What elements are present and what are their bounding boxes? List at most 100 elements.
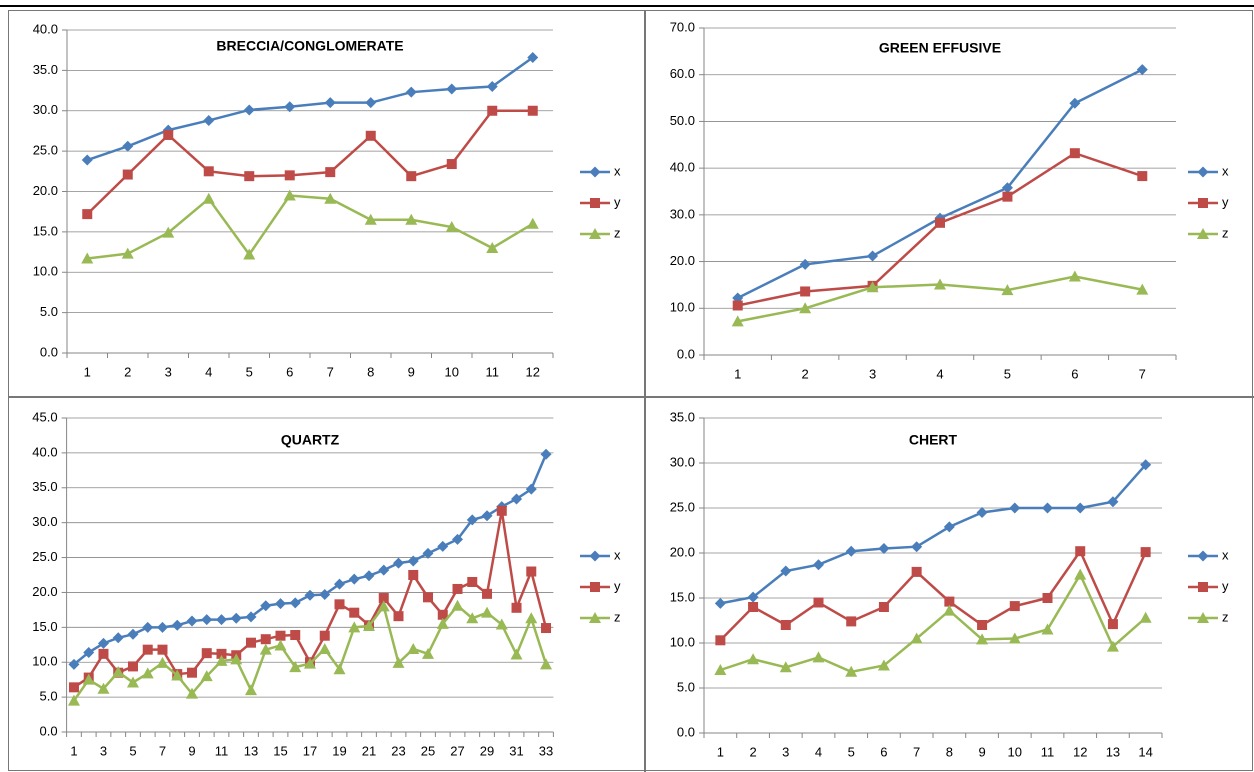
- point: [245, 637, 256, 648]
- x-tick-label: 1: [734, 366, 741, 381]
- point: [377, 600, 390, 612]
- point: [482, 588, 493, 599]
- point: [1074, 502, 1086, 514]
- point: [436, 617, 449, 629]
- legend-label: y: [1222, 194, 1229, 209]
- y-tick-label: 35.0: [32, 479, 57, 494]
- point: [82, 673, 95, 685]
- y-tick-label: 15.0: [670, 589, 695, 604]
- point: [467, 576, 478, 587]
- point: [422, 647, 435, 659]
- point: [943, 521, 955, 533]
- point: [289, 597, 301, 609]
- point: [283, 189, 296, 201]
- point: [466, 514, 478, 526]
- point: [112, 632, 124, 644]
- x-tick-label: 7: [1139, 366, 1146, 381]
- point: [1139, 611, 1152, 623]
- point: [943, 604, 956, 616]
- point: [525, 612, 538, 624]
- legend-label: x: [614, 547, 621, 562]
- point: [486, 81, 498, 93]
- legend-marker: [590, 582, 600, 592]
- x-tick-label: 8: [946, 744, 953, 759]
- point: [1107, 619, 1118, 630]
- point: [121, 247, 134, 259]
- point: [68, 658, 80, 670]
- point: [525, 483, 537, 495]
- point: [142, 644, 153, 655]
- point: [877, 659, 890, 671]
- point: [245, 611, 257, 623]
- point: [911, 566, 922, 577]
- point: [437, 540, 449, 552]
- point: [215, 614, 227, 626]
- legend-marker: [1197, 550, 1209, 562]
- point: [452, 583, 463, 594]
- point: [318, 642, 331, 654]
- point: [1009, 502, 1021, 514]
- y-tick-label: 20.0: [670, 253, 695, 268]
- point: [780, 620, 791, 630]
- point: [1107, 496, 1119, 508]
- point: [260, 634, 271, 645]
- point: [405, 213, 418, 225]
- y-tick-label: 30.0: [32, 514, 57, 529]
- y-tick-label: 10.0: [670, 300, 695, 315]
- point: [934, 278, 946, 290]
- y-tick-label: 15.0: [32, 619, 57, 634]
- chart-title: BRECCIA/CONGLOMERATE: [216, 38, 403, 54]
- x-tick-label: 11: [1041, 744, 1055, 759]
- legend-marker: [589, 166, 601, 178]
- point: [274, 639, 287, 651]
- point: [157, 644, 168, 655]
- point: [319, 630, 330, 641]
- point: [259, 643, 272, 655]
- legend-marker: [590, 198, 600, 208]
- y-tick-label: 5.0: [677, 679, 695, 694]
- point: [284, 101, 296, 113]
- legend-label: x: [614, 163, 621, 178]
- y-tick-label: 10.0: [32, 654, 57, 669]
- y-tick-label: 20.0: [670, 544, 695, 559]
- x-tick-label: 10: [445, 364, 459, 379]
- point: [1001, 182, 1013, 194]
- point: [290, 630, 301, 641]
- point: [200, 670, 213, 682]
- point: [408, 570, 419, 580]
- point: [714, 597, 726, 609]
- point: [423, 592, 434, 603]
- point: [325, 167, 336, 178]
- point: [378, 593, 389, 604]
- x-tick-label: 6: [286, 364, 293, 379]
- point: [540, 658, 553, 670]
- y-tick-label: 20.0: [32, 584, 57, 599]
- y-tick-label: 60.0: [670, 66, 695, 81]
- point: [976, 633, 989, 645]
- point: [186, 615, 198, 627]
- point: [202, 192, 215, 204]
- point: [141, 667, 154, 679]
- point: [407, 555, 419, 567]
- point: [813, 597, 824, 608]
- y-tick-label: 0.0: [677, 724, 695, 739]
- point: [780, 565, 792, 577]
- point: [935, 217, 945, 228]
- point: [82, 209, 93, 220]
- point: [452, 533, 464, 545]
- point: [162, 226, 175, 238]
- point: [510, 648, 523, 660]
- series-line: [719, 571, 1147, 674]
- point: [244, 171, 255, 182]
- point: [1042, 502, 1053, 514]
- x-tick-label: 9: [188, 743, 195, 758]
- legend-marker: [589, 612, 601, 623]
- point: [540, 448, 552, 460]
- point: [243, 104, 255, 116]
- point: [334, 578, 346, 590]
- x-tick-label: 10: [1008, 744, 1022, 759]
- point: [799, 302, 812, 314]
- point: [68, 682, 79, 693]
- point: [799, 258, 811, 270]
- x-tick-label: 1: [717, 744, 724, 759]
